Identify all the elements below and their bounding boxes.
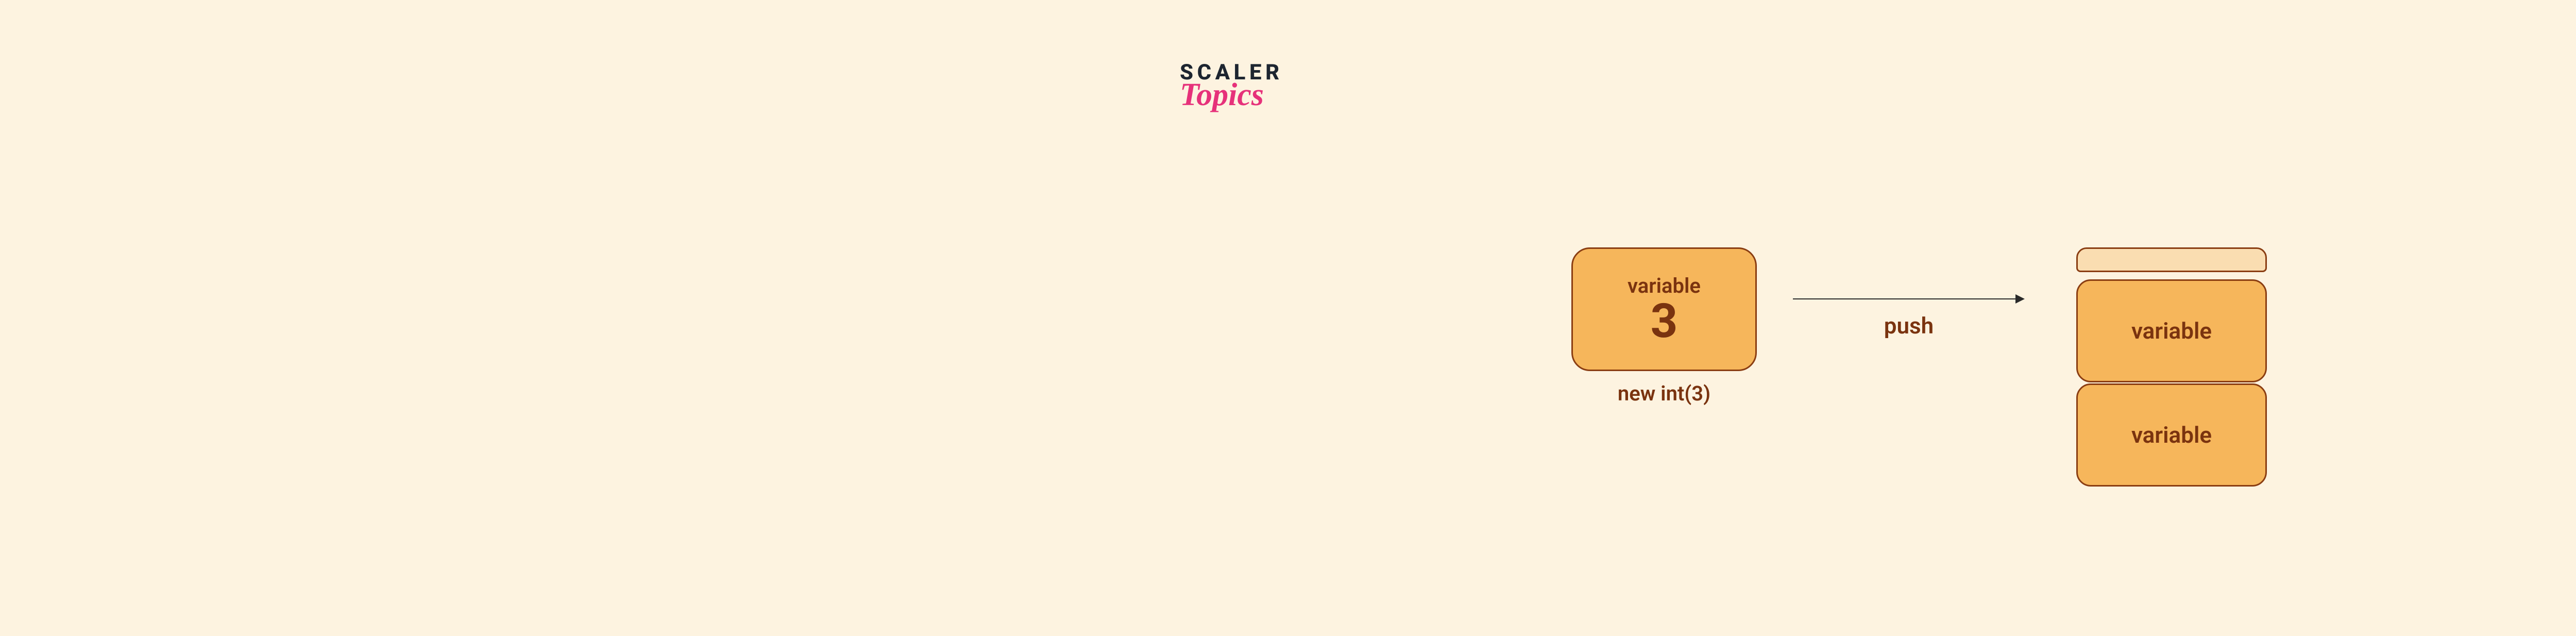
stack-cell-label: variable xyxy=(2131,317,2212,344)
new-variable-caption: new int(3) xyxy=(1571,381,1757,406)
brand-logo: SCALER Topics xyxy=(1180,62,1283,115)
new-variable-box: variable 3 xyxy=(1571,247,1757,371)
push-arrow xyxy=(1793,289,2025,309)
stack-cell: variable xyxy=(2076,383,2267,487)
stack-top-slot xyxy=(2076,247,2267,272)
stack-container: variable variable xyxy=(2076,247,2267,487)
diagram-canvas: SCALER Topics variable 3 new int(3) push… xyxy=(0,0,2576,636)
stack-cell-label: variable xyxy=(2131,422,2212,448)
new-variable-value: 3 xyxy=(1651,298,1678,345)
stack-cells: variable variable xyxy=(2076,279,2267,487)
push-arrow-label: push xyxy=(1793,312,2025,339)
stack-cell: variable xyxy=(2076,279,2267,382)
logo-word-topics: Topics xyxy=(1180,79,1283,111)
